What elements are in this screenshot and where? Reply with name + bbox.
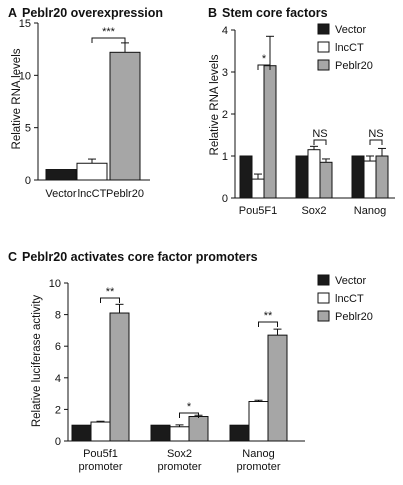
significance-label: * [262,53,267,65]
bar-lncct-pou5f1-promoter [90,421,111,442]
significance-bracket [91,37,126,43]
legend-swatch-lncct [317,41,330,53]
y-tick-label: 2 [222,109,228,121]
legend-label-peblr20: Peblr20 [335,311,373,323]
panel-a-title: Peblr20 overexpression [22,6,163,20]
y-tick-label: 6 [55,341,61,353]
x-tick-label: lncCT [78,188,107,200]
y-tick-label: 0 [55,436,61,448]
panel-c-plot: 0246810Pou5f1promoter**Sox2promoter*Nano… [49,278,305,473]
significance-label: NS [312,128,327,140]
panel-c-letter: C [8,250,17,264]
significance-label: NS [368,128,383,140]
bar-peblr20-sox2 [319,161,333,199]
x-tick-label: Pou5f1 [83,448,118,460]
panel-c-ylabel: Relative luciferase activity [31,295,43,428]
x-tick-label: Sox2 [301,205,326,217]
significance-bracket [258,321,278,327]
bar-vector-pou5f1 [239,155,253,199]
bar-peblr20-nanog-promoter [267,334,288,442]
y-tick-label: 4 [222,25,228,37]
y-tick-label: 1 [222,151,228,163]
x-tick-label: Pou5F1 [239,205,278,217]
y-tick-label: 8 [55,310,61,322]
y-tick-label: 2 [55,404,61,416]
bar-vector-nanog-promoter [229,424,250,442]
y-tick-label: 0 [25,175,31,187]
x-tick-label: Nanog [354,205,386,217]
panel-b-plot: 0 1 2 3 4 Pou5F1 * Sox2 NS Nanog NS [222,25,395,217]
bar-vector [45,169,77,181]
panel-b-ylabel: Relative RNA levels [209,54,221,155]
legend-label-vector: Vector [335,275,367,287]
significance-bracket [100,297,120,303]
bar-peblr20-pou5f1-promoter [109,312,130,442]
y-tick-label: 15 [19,18,31,30]
significance-bracket [179,412,199,418]
legend-label-lncct: lncCT [335,293,364,305]
x-tick-label: Peblr20 [106,188,144,200]
legend-label-lncct: lncCT [335,42,364,54]
y-tick-label: 10 [19,70,31,82]
bar-lncct-nanog-promoter [248,401,269,442]
significance-bracket [313,139,327,145]
bar-vector-sox2-promoter [150,424,171,442]
legend-swatch-peblr20 [317,59,330,71]
significance-label: ** [106,286,115,298]
significance-label: * [187,401,192,413]
significance-bracket [257,64,271,70]
panel-c-title: Peblr20 activates core factor promoters [22,250,258,264]
significance-label: *** [102,26,116,38]
legend-swatch-peblr20 [317,310,330,322]
legend-swatch-vector [317,23,330,35]
panel-a-ylabel: Relative RNA levels [11,48,23,149]
panel-c-legend: Vector lncCT Peblr20 [317,274,373,323]
x-tick-label: promoter [236,461,280,473]
significance-bracket [369,139,383,145]
bar-peblr20 [109,51,141,181]
panel-b-letter: B [208,6,217,20]
bar-lncct [76,162,108,181]
panel-a-letter: A [8,6,17,20]
bar-lncct-nanog [363,160,377,199]
x-tick-label: promoter [157,461,201,473]
bar-peblr20-pou5f1 [263,65,277,199]
panel-b-legend: Vector lncCT Peblr20 [317,23,373,72]
y-tick-label: 3 [222,67,228,79]
y-tick-label: 0 [222,193,228,205]
bar-vector-nanog [351,155,365,199]
y-tick-label: 10 [49,278,61,290]
x-tick-label: Vector [45,188,77,200]
bar-lncct-pou5f1 [251,178,265,199]
x-tick-label: Sox2 [167,448,192,460]
x-tick-label: Nanog [242,448,274,460]
bar-vector-pou5f1-promoter [71,424,92,442]
legend-swatch-vector [317,274,330,286]
bar-peblr20-nanog [375,155,389,199]
panel-b-title: Stem core factors [222,6,328,20]
bar-lncct-sox2-promoter [169,426,190,442]
bar-vector-sox2 [295,155,309,199]
legend-label-vector: Vector [335,24,367,36]
significance-label: ** [264,310,273,322]
panel-a-plot: 0 5 10 15 Vector lncCT Peblr20 *** [19,18,150,200]
bar-lncct-sox2 [307,149,321,199]
legend-swatch-lncct [317,292,330,304]
x-tick-label: promoter [78,461,122,473]
y-tick-label: 5 [25,123,31,135]
bar-peblr20-sox2-promoter [188,416,209,442]
y-tick-label: 4 [55,373,61,385]
legend-label-peblr20: Peblr20 [335,60,373,72]
